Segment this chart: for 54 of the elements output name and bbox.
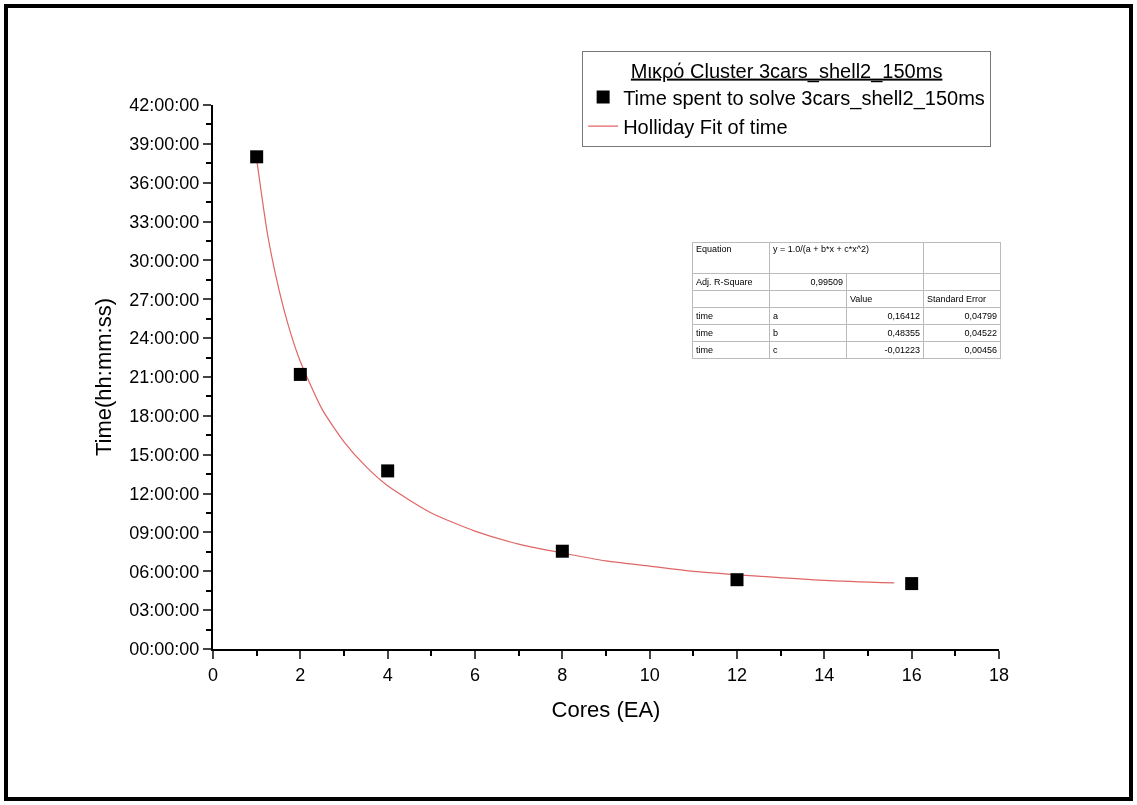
y-tick-label: 09:00:00: [129, 522, 200, 543]
point: [293, 367, 307, 381]
annotation: 0,00456: [923, 341, 1001, 359]
annotation: Equation: [692, 242, 770, 274]
annotation: 0,48355: [846, 324, 924, 342]
y-tick-label: 24:00:00: [129, 328, 200, 349]
x-tick-label: 12: [726, 664, 748, 685]
annotation: Adj. R-Square: [692, 273, 770, 291]
y-tick-label: 42:00:00: [129, 95, 200, 116]
x-tick-label: 16: [901, 664, 922, 685]
x-tick-label: 8: [557, 664, 568, 685]
x-tick-label: 6: [469, 664, 481, 685]
x-tick-label: 18: [988, 664, 1010, 685]
annotation: time: [692, 341, 770, 359]
annotation: Value: [846, 290, 924, 308]
point: [555, 544, 569, 558]
point: [905, 577, 919, 591]
annotation: c: [769, 341, 847, 359]
x-tick-label: 14: [814, 664, 835, 685]
y-tick-label: 36:00:00: [129, 173, 200, 194]
annotation: time: [692, 307, 770, 325]
annotation: a: [769, 307, 847, 325]
x-tick-label: 4: [382, 664, 393, 685]
y-tick-label: 27:00:00: [129, 289, 200, 310]
annotation: b: [769, 324, 847, 342]
annotation: 0,04522: [923, 324, 1001, 342]
x-tick-label: 2: [295, 664, 306, 685]
annotation: y = 1.0/(a + b*x + c*x^2): [769, 242, 924, 274]
point: [250, 150, 264, 164]
annotation: 0,16412: [846, 307, 924, 325]
y-tick-label: 15:00:00: [129, 445, 200, 466]
annotation: time: [692, 324, 770, 342]
y-axis-title: Time(hh:mm:ss): [90, 297, 116, 457]
x-tick-label: 0: [207, 664, 219, 685]
y-tick-label: 03:00:00: [129, 600, 200, 621]
annotation: -0,01223: [846, 341, 924, 359]
point: [381, 464, 395, 478]
x-tick-label: 10: [639, 664, 660, 685]
annotation: Standard Error: [923, 290, 1001, 308]
point: [730, 573, 744, 587]
y-tick-label: 39:00:00: [129, 134, 200, 155]
annotation: 0,99509: [769, 273, 847, 291]
y-tick-label: 30:00:00: [129, 250, 200, 271]
y-tick-label: 21:00:00: [129, 367, 200, 388]
legend-label: Holliday Fit of time: [623, 115, 788, 138]
legend-label: Time spent to solve 3cars_shell2_150ms: [623, 86, 985, 110]
legend-title: Μικρό Cluster 3cars_shell2_150ms: [630, 59, 943, 83]
x-axis-title: Cores (EA): [551, 697, 661, 722]
y-tick-label: 12:00:00: [129, 483, 200, 504]
annotation: 0,04799: [923, 307, 1001, 325]
y-tick-label: 00:00:00: [129, 639, 200, 660]
y-tick-label: 33:00:00: [129, 211, 200, 232]
y-tick-label: 18:00:00: [129, 406, 200, 427]
y-tick-label: 06:00:00: [129, 561, 200, 582]
